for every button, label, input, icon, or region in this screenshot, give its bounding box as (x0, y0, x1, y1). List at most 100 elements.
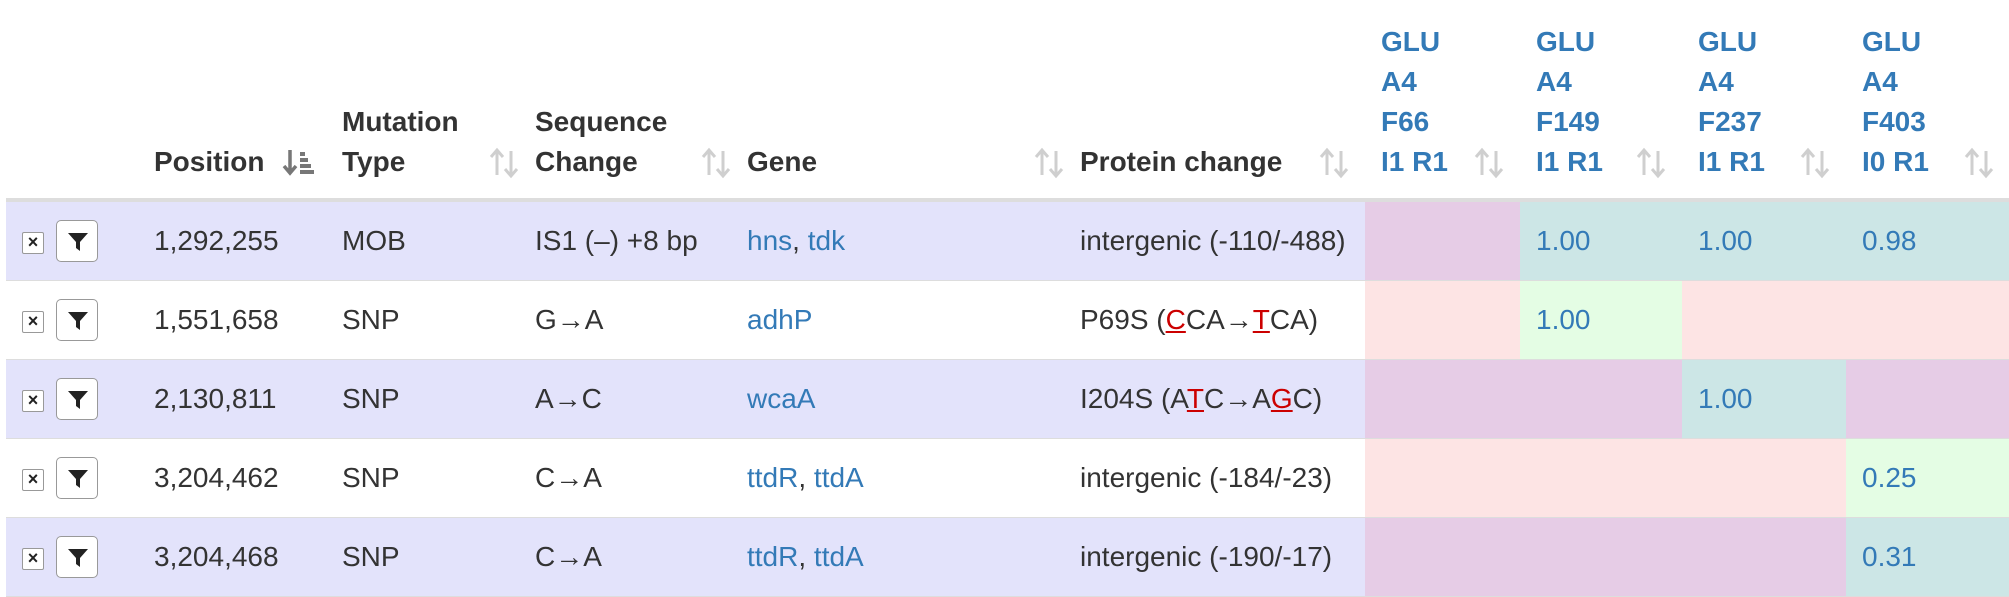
gene-link[interactable]: adhP (747, 304, 813, 335)
header-label: A4 (1536, 66, 1572, 97)
remove-cell: × (6, 200, 56, 281)
column-header-sample-2[interactable]: GLU A4 F149 I1 R1 (1520, 0, 1682, 202)
remove-cell: × (6, 359, 56, 439)
close-icon[interactable]: × (22, 310, 44, 333)
column-header-sample-3[interactable]: GLU A4 F237 I1 R1 (1682, 0, 1846, 202)
column-header-mutation-type[interactable]: Mutation Type (342, 0, 535, 202)
header-label: GLU (1536, 26, 1596, 57)
frequency-cell (1520, 359, 1682, 439)
header-label: Gene (747, 146, 818, 177)
header-label: A4 (1698, 66, 1734, 97)
column-header-sequence-change[interactable]: Sequence Change (535, 0, 747, 202)
remove-cell: × (6, 517, 56, 597)
filter-cell (56, 200, 154, 281)
gene-link[interactable]: wcaA (747, 383, 816, 414)
filter-button[interactable] (56, 378, 98, 421)
column-header-protein-change[interactable]: Protein change (1080, 0, 1365, 202)
gene-link[interactable]: ttdR (747, 462, 799, 493)
sort-amount-down-icon[interactable] (282, 146, 316, 180)
filter-button[interactable] (56, 220, 98, 263)
mutation-type-cell: SNP (342, 517, 535, 597)
close-icon[interactable]: × (22, 468, 44, 491)
close-icon[interactable]: × (22, 231, 44, 254)
frequency-cell (1520, 517, 1682, 597)
column-header-gene[interactable]: Gene (747, 0, 1080, 202)
column-header-sample-4[interactable]: GLU A4 F403 I0 R1 (1846, 0, 2009, 202)
header-label: F149 (1536, 106, 1600, 137)
filter-button[interactable] (56, 536, 98, 579)
changed-base: T (1186, 383, 1204, 414)
gene-cell: wcaA (747, 359, 1080, 439)
mutation-type-cell: MOB (342, 200, 535, 281)
sort-icon[interactable] (1032, 146, 1066, 180)
gene-link[interactable]: ttdA (813, 541, 864, 572)
mutation-type-cell: SNP (342, 438, 535, 518)
position-cell: 3,204,462 (154, 438, 342, 518)
gene-link[interactable]: hns (747, 225, 793, 256)
sort-icon[interactable] (1634, 146, 1668, 180)
close-icon[interactable]: × (22, 547, 44, 570)
header-label: GLU (1381, 26, 1441, 57)
filter-cell (56, 438, 154, 518)
protein-change-cell: intergenic (-190/-17) (1080, 517, 1365, 597)
sort-icon[interactable] (1317, 146, 1351, 180)
gene-cell: ttdR, ttdA (747, 438, 1080, 518)
sort-icon[interactable] (487, 146, 521, 180)
header-label: F403 (1862, 106, 1926, 137)
frequency-cell: 1.00 (1682, 200, 1846, 281)
sequence-change-cell: A→C (535, 359, 747, 439)
changed-base: C (1165, 304, 1186, 335)
gene-link[interactable]: ttdA (813, 462, 864, 493)
mutations-table: Position Mutation Type Sequence Change G… (6, 0, 2009, 597)
gene-cell: adhP (747, 280, 1080, 360)
header-label: GLU (1698, 26, 1758, 57)
protein-change-cell: intergenic (-110/-488) (1080, 200, 1365, 281)
column-header-sample-1[interactable]: GLU A4 F66 I1 R1 (1365, 0, 1520, 202)
frequency-cell (1682, 280, 1846, 360)
position-cell: 3,204,468 (154, 517, 342, 597)
sort-icon[interactable] (1962, 146, 1996, 180)
remove-cell: × (6, 280, 56, 360)
protein-text: P69S ( (1080, 304, 1166, 335)
filter-cell (56, 359, 154, 439)
sort-icon[interactable] (699, 146, 733, 180)
frequency-cell (1365, 359, 1520, 439)
header-label: I1 R1 (1698, 146, 1765, 177)
protein-text: C→A (1203, 383, 1271, 414)
header-label: GLU (1862, 26, 1922, 57)
sequence-change-cell: G→A (535, 280, 747, 360)
column-header-position[interactable]: Position (154, 0, 342, 202)
sequence-change-cell: IS1 (–) +8 bp (535, 200, 747, 281)
sort-icon[interactable] (1798, 146, 1832, 180)
filter-cell (56, 517, 154, 597)
frequency-cell (1682, 438, 1846, 518)
header-label: A4 (1862, 66, 1898, 97)
mutation-type-cell: SNP (342, 280, 535, 360)
filter-button[interactable] (56, 299, 98, 342)
frequency-cell (1846, 280, 2009, 360)
frequency-cell: 1.00 (1520, 200, 1682, 281)
gene-link[interactable]: ttdR (747, 541, 799, 572)
close-icon[interactable]: × (22, 389, 44, 412)
header-label: Position (154, 146, 265, 177)
filter-cell (56, 280, 154, 360)
protein-text: I204S (A (1080, 383, 1187, 414)
frequency-cell: 1.00 (1520, 280, 1682, 360)
filter-column-header (56, 0, 154, 202)
frequency-cell: 0.25 (1846, 438, 2009, 518)
filter-button[interactable] (56, 457, 98, 500)
frequency-cell (1365, 438, 1520, 518)
position-cell: 2,130,811 (154, 359, 342, 439)
gene-link[interactable]: tdk (807, 225, 846, 256)
header-label: Protein change (1080, 146, 1283, 177)
mutation-type-cell: SNP (342, 359, 535, 439)
sort-icon[interactable] (1472, 146, 1506, 180)
sequence-change-cell: C→A (535, 517, 747, 597)
table-row: × 3,204,462 SNP C→A ttdR, ttdA intergeni… (6, 438, 2009, 518)
frequency-cell (1520, 438, 1682, 518)
header-label: Change (535, 146, 638, 177)
header-label: A4 (1381, 66, 1417, 97)
protein-change-cell: intergenic (-184/-23) (1080, 438, 1365, 518)
frequency-cell (1365, 200, 1520, 281)
table-row: × 3,204,468 SNP C→A ttdR, ttdA intergeni… (6, 517, 2009, 597)
